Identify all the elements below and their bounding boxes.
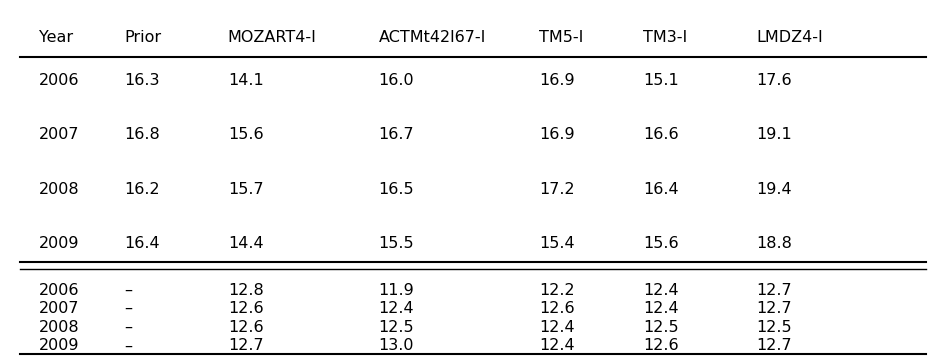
Text: –: –: [124, 320, 132, 335]
Text: LMDZ4-I: LMDZ4-I: [756, 30, 823, 45]
Text: 16.2: 16.2: [124, 182, 160, 197]
Text: 16.3: 16.3: [124, 73, 160, 88]
Text: MOZART4-I: MOZART4-I: [228, 30, 317, 45]
Text: 12.5: 12.5: [378, 320, 414, 335]
Text: 12.5: 12.5: [756, 320, 792, 335]
Text: 14.1: 14.1: [228, 73, 264, 88]
Text: 18.8: 18.8: [756, 236, 792, 251]
Text: –: –: [124, 338, 132, 353]
Text: 13.0: 13.0: [378, 338, 414, 353]
Text: 2006: 2006: [39, 73, 79, 88]
Text: 16.7: 16.7: [378, 127, 414, 142]
Text: 16.0: 16.0: [378, 73, 414, 88]
Text: 12.5: 12.5: [642, 320, 678, 335]
Text: 12.7: 12.7: [756, 301, 792, 316]
Text: 2006: 2006: [39, 283, 79, 298]
Text: 17.6: 17.6: [756, 73, 792, 88]
Text: 16.9: 16.9: [539, 73, 574, 88]
Text: –: –: [124, 283, 132, 298]
Text: 15.1: 15.1: [642, 73, 678, 88]
Text: 12.7: 12.7: [756, 283, 792, 298]
Text: 15.7: 15.7: [228, 182, 263, 197]
Text: 19.1: 19.1: [756, 127, 792, 142]
Text: TM3-I: TM3-I: [642, 30, 687, 45]
Text: 12.6: 12.6: [228, 301, 263, 316]
Text: 16.4: 16.4: [642, 182, 678, 197]
Text: 12.6: 12.6: [642, 338, 678, 353]
Text: 15.5: 15.5: [378, 236, 414, 251]
Text: 11.9: 11.9: [378, 283, 414, 298]
Text: ACTMt42l67-I: ACTMt42l67-I: [378, 30, 486, 45]
Text: 2009: 2009: [39, 338, 79, 353]
Text: TM5-I: TM5-I: [539, 30, 584, 45]
Text: 12.4: 12.4: [539, 320, 574, 335]
Text: 15.6: 15.6: [228, 127, 263, 142]
Text: 15.4: 15.4: [539, 236, 574, 251]
Text: 16.9: 16.9: [539, 127, 574, 142]
Text: 12.4: 12.4: [642, 283, 678, 298]
Text: 2008: 2008: [39, 320, 79, 335]
Text: 17.2: 17.2: [539, 182, 574, 197]
Text: 2009: 2009: [39, 236, 79, 251]
Text: 2007: 2007: [39, 301, 79, 316]
Text: 12.7: 12.7: [756, 338, 792, 353]
Text: Year: Year: [39, 30, 73, 45]
Text: 12.6: 12.6: [539, 301, 574, 316]
Text: 12.4: 12.4: [642, 301, 678, 316]
Text: 12.6: 12.6: [228, 320, 263, 335]
Text: –: –: [124, 301, 132, 316]
Text: 14.4: 14.4: [228, 236, 263, 251]
Text: 12.4: 12.4: [378, 301, 414, 316]
Text: 2008: 2008: [39, 182, 79, 197]
Text: 16.4: 16.4: [124, 236, 160, 251]
Text: 15.6: 15.6: [642, 236, 678, 251]
Text: 16.5: 16.5: [378, 182, 414, 197]
Text: 12.2: 12.2: [539, 283, 574, 298]
Text: 16.8: 16.8: [124, 127, 160, 142]
Text: Prior: Prior: [124, 30, 161, 45]
Text: 16.6: 16.6: [642, 127, 678, 142]
Text: 12.8: 12.8: [228, 283, 264, 298]
Text: 12.4: 12.4: [539, 338, 574, 353]
Text: 19.4: 19.4: [756, 182, 792, 197]
Text: 12.7: 12.7: [228, 338, 263, 353]
Text: 2007: 2007: [39, 127, 79, 142]
